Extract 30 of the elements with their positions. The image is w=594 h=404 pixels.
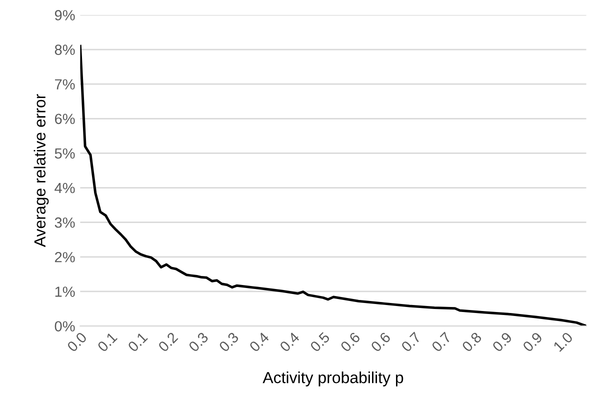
y-tick-label: 1% — [55, 286, 75, 297]
y-tick-label: 2% — [54, 252, 75, 262]
x-tick-label: 0.5 — [310, 332, 330, 352]
y-tick-label: 5% — [54, 148, 75, 159]
x-tick-label: 0.7 — [431, 332, 452, 352]
x-tick-label: 0.9 — [492, 332, 513, 352]
y-tick-label: 7% — [55, 79, 75, 90]
x-tick-label: 0.3 — [188, 332, 209, 352]
x-tick-label: 0.7 — [400, 332, 422, 352]
x-tick-label: 0.0 — [66, 332, 88, 352]
y-tick-label: 8% — [54, 44, 75, 55]
y-tick-label: 3% — [54, 217, 75, 228]
y-tick-label: 6% — [54, 114, 75, 124]
x-tick-label: 0.3 — [218, 332, 240, 352]
x-tick-label: 0.2 — [158, 332, 178, 352]
y-tick-label: 4% — [54, 182, 75, 194]
x-tick-label: 0.6 — [340, 332, 361, 352]
x-tick-label: 0.8 — [461, 332, 482, 352]
x-tick-label: 0.9 — [522, 332, 543, 352]
x-tick-label: 1.0 — [552, 332, 574, 352]
y-tick-label: 0% — [54, 321, 75, 332]
x-tick-label: 0.1 — [96, 332, 118, 352]
x-tick-label: 0.4 — [248, 331, 270, 352]
x-tick-label: 0.6 — [370, 332, 392, 352]
x-axis-title: Activity probability p — [262, 372, 404, 386]
y-tick-label: 9% — [54, 10, 75, 20]
x-tick-label: 0.4 — [279, 331, 300, 352]
x-tick-label: 0.1 — [127, 332, 148, 352]
line-series — [80, 44, 586, 326]
y-axis-title: Average relative error — [34, 94, 49, 248]
